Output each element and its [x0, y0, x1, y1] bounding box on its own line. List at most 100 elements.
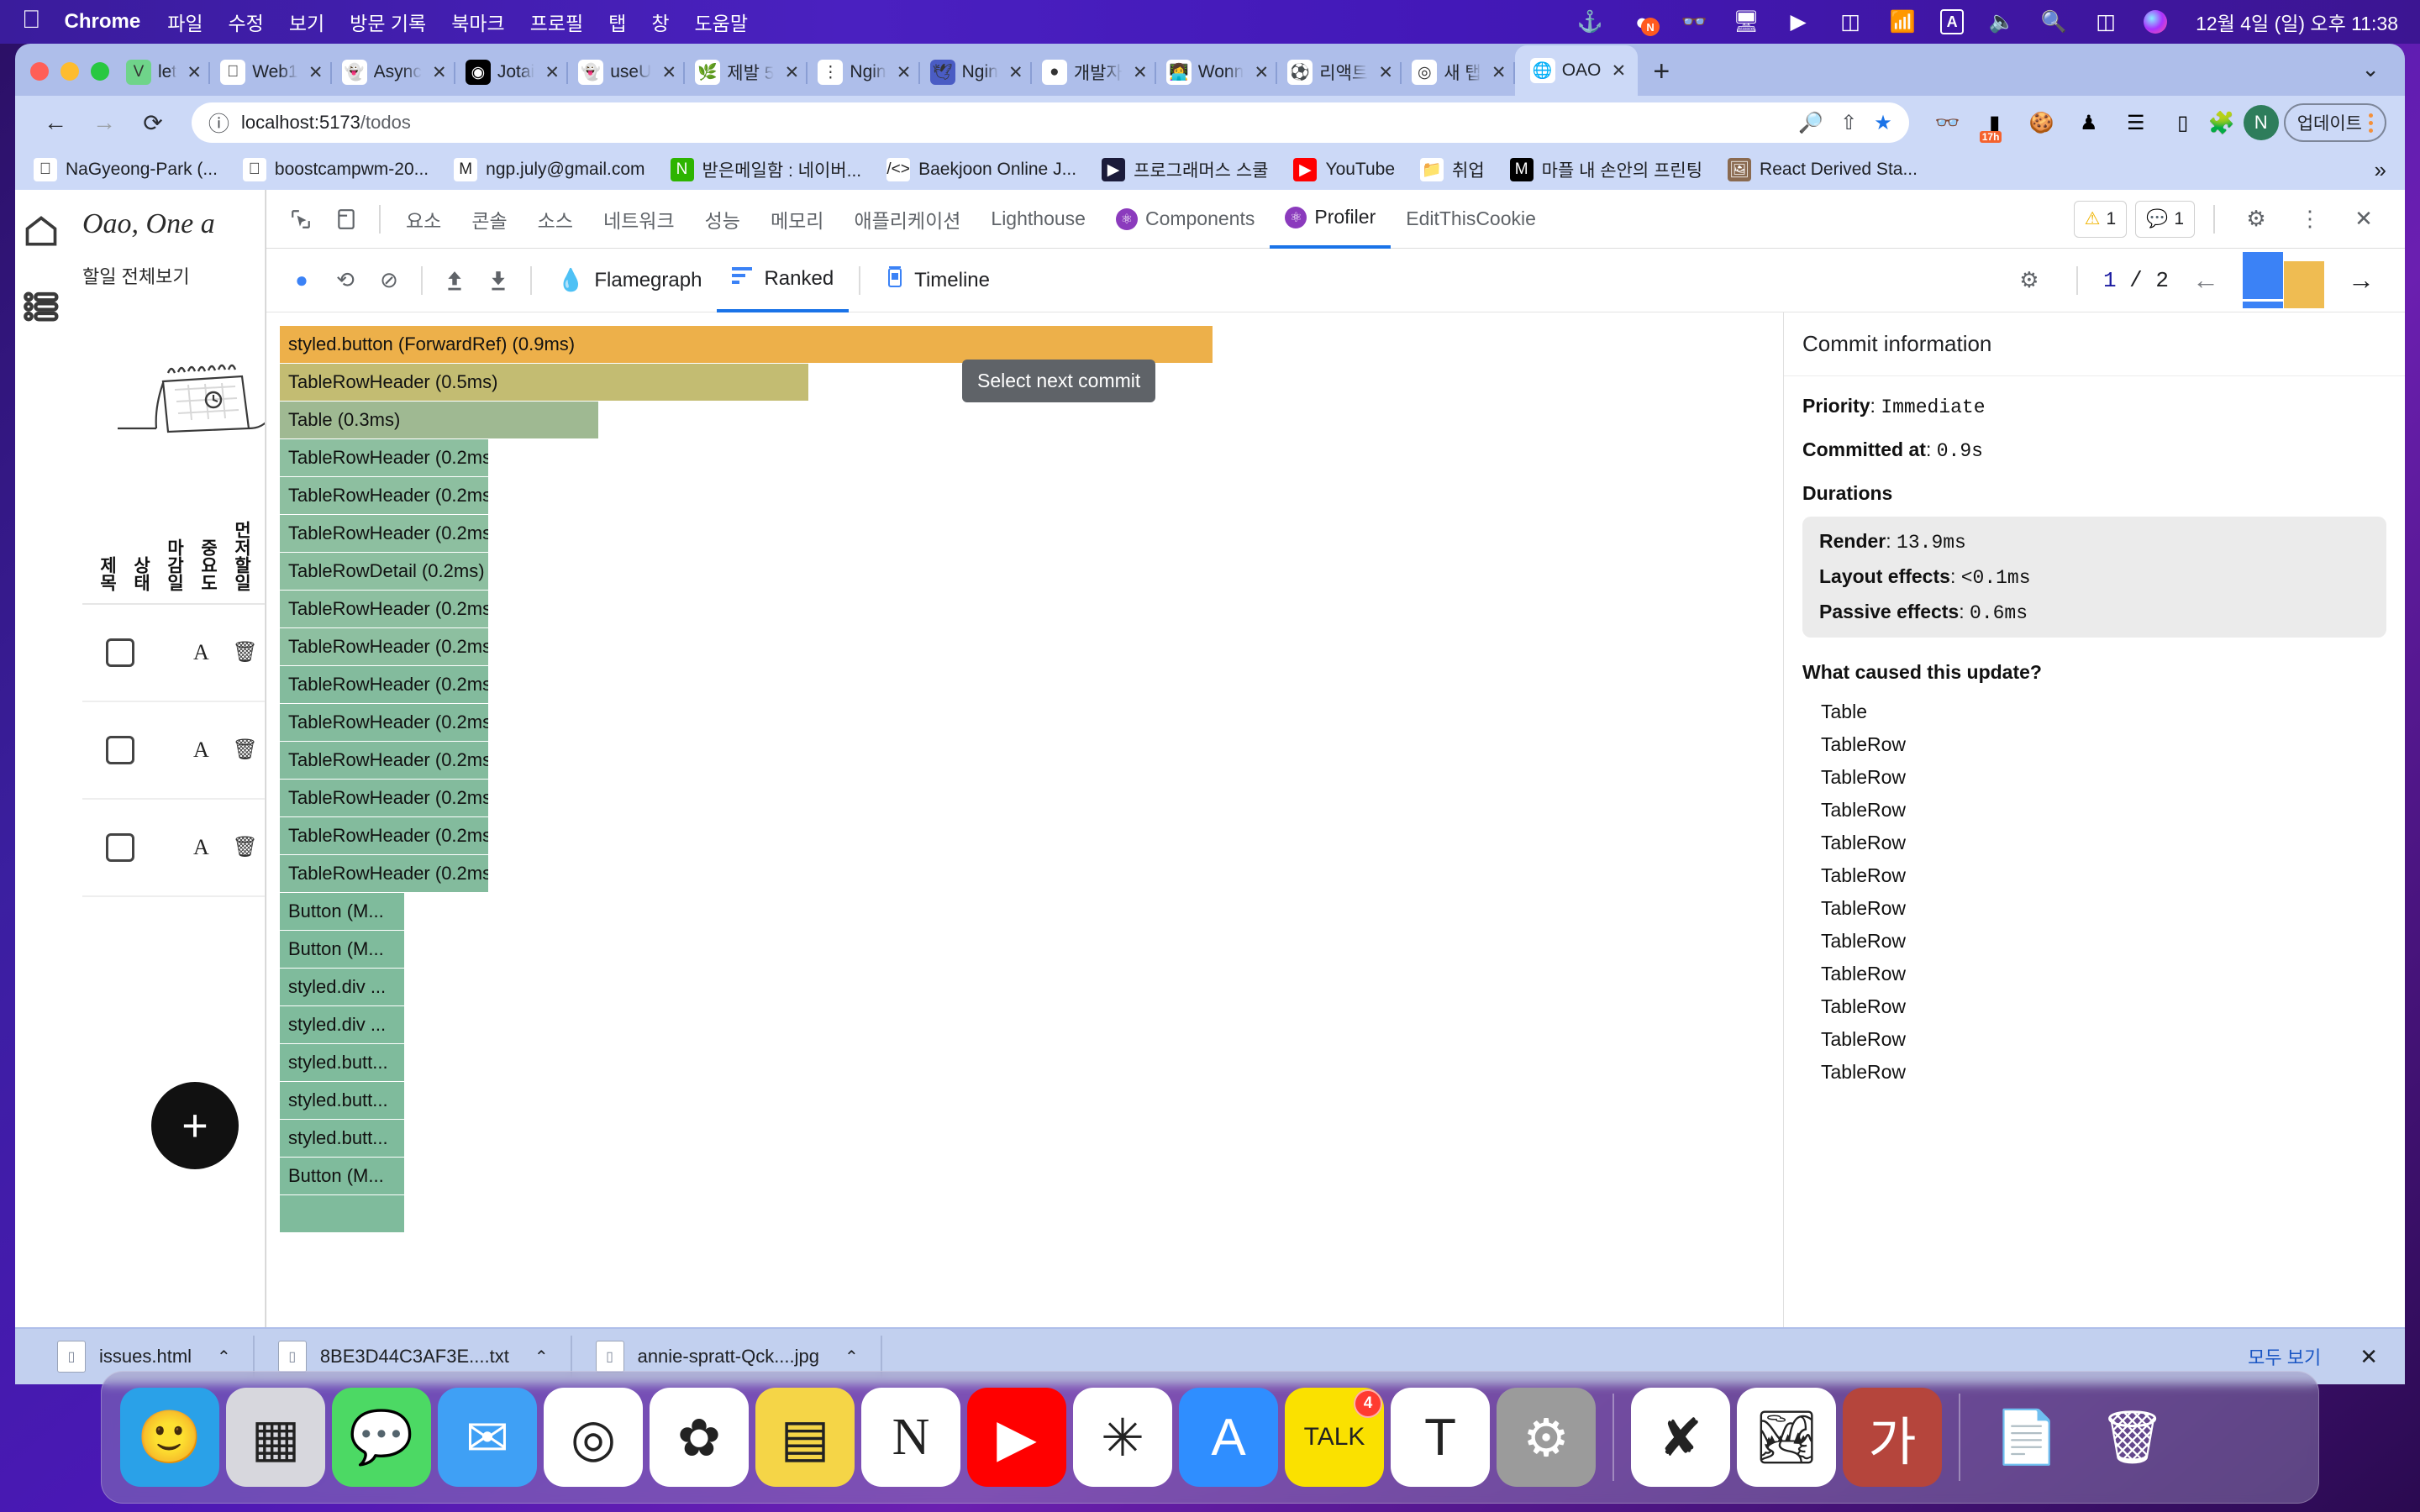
- show-all-downloads-button[interactable]: 모두 보기: [2248, 1347, 2322, 1368]
- bookmark-3[interactable]: N 받은메일함 : 네이버...: [670, 157, 861, 182]
- commit-snapshot-bars[interactable]: [2243, 252, 2324, 308]
- ranked-bar-7[interactable]: TableRowHeader (0.2ms): [280, 591, 488, 627]
- gear-icon[interactable]: ⚙: [2019, 267, 2039, 292]
- tab-application[interactable]: 애플리케이션: [854, 209, 961, 232]
- upload-icon[interactable]: [433, 259, 476, 302]
- gear-icon[interactable]: ⚙: [2246, 206, 2266, 231]
- ranked-bar-20[interactable]: styled.butt...: [280, 1082, 404, 1119]
- view-timeline[interactable]: Timeline: [871, 249, 1005, 312]
- cause-item[interactable]: TableRow: [1821, 766, 1906, 788]
- ranked-bar-8[interactable]: TableRowHeader (0.2ms): [280, 628, 488, 665]
- tab-close-icon[interactable]: ✕: [896, 62, 912, 82]
- cause-item[interactable]: TableRow: [1821, 963, 1906, 984]
- menu-item-history[interactable]: 방문 기록: [330, 13, 426, 34]
- cause-item[interactable]: TableRow: [1821, 733, 1906, 755]
- tab-components[interactable]: ⚛ Components: [1101, 190, 1270, 249]
- tab-network[interactable]: 네트워크: [602, 209, 675, 232]
- tab-close-icon[interactable]: ✕: [1378, 62, 1394, 82]
- warnings-badge[interactable]: ⚠ 1: [2073, 200, 2128, 238]
- glasses-icon[interactable]: 👓: [1681, 9, 1707, 34]
- update-button[interactable]: 업데이트: [2283, 103, 2386, 142]
- browser-tab-1[interactable]:  Web1 ✕: [210, 49, 332, 96]
- ranked-bar-9[interactable]: TableRowHeader (0.2ms): [280, 666, 488, 703]
- list-icon[interactable]: [23, 290, 60, 328]
- browser-tab-10[interactable]: ⚽ 리액트 ✕: [1277, 49, 1402, 96]
- browser-tab-4[interactable]: 👻 useU ✕: [568, 49, 686, 96]
- ranked-bar-17[interactable]: styled.div ...: [280, 969, 404, 1005]
- table-row[interactable]: A 🗑: [82, 605, 265, 702]
- tab-profiler[interactable]: ⚛ Profiler: [1270, 190, 1392, 249]
- inspect-element-icon[interactable]: [278, 197, 324, 242]
- row-checkbox[interactable]: [106, 832, 134, 862]
- table-row[interactable]: A 🗑: [82, 702, 265, 800]
- dock-app-chrome[interactable]: ◎: [544, 1388, 643, 1487]
- bookmark-1[interactable]:  boostcampwm-20...: [242, 158, 429, 181]
- view-ranked[interactable]: Ranked: [717, 249, 850, 312]
- tab-close-icon[interactable]: ✕: [784, 62, 800, 82]
- download-menu-chevron-icon[interactable]: ⌃: [217, 1347, 231, 1367]
- ranked-bar-18[interactable]: styled.div ...: [280, 1006, 404, 1043]
- forward-button[interactable]: →: [92, 109, 116, 135]
- browser-tab-11[interactable]: ◎ 새 탭 ✕: [1402, 49, 1515, 96]
- menu-item-help[interactable]: 도움말: [676, 13, 748, 34]
- tab-console[interactable]: 콘솔: [471, 209, 508, 232]
- wifi-icon[interactable]: 📶: [1889, 9, 1916, 34]
- glasses-extension[interactable]: 👓: [1931, 106, 1965, 139]
- menu-item-window[interactable]: 창: [651, 8, 669, 36]
- trash-icon[interactable]: 🗑: [232, 641, 258, 664]
- close-downloads-bar-button[interactable]: ✕: [2360, 1343, 2378, 1369]
- bookmark-6[interactable]: ▶ YouTube: [1293, 158, 1395, 181]
- menu-item-file[interactable]: 파일: [148, 13, 203, 34]
- messages-badge[interactable]: 💬 1: [2135, 200, 2195, 238]
- tab-close-icon[interactable]: ✕: [308, 62, 324, 82]
- play-circle-icon[interactable]: ▶︎: [1790, 9, 1807, 34]
- reading-list-extension[interactable]: ☰: [2119, 106, 2153, 139]
- download-item-2[interactable]: ▯ annie-spratt-Qck....jpg ⌃: [572, 1329, 882, 1384]
- ranked-bar-19[interactable]: styled.butt...: [280, 1044, 404, 1081]
- menu-app-name[interactable]: Chrome: [45, 10, 141, 33]
- dock-app-slack[interactable]: ✳: [1073, 1388, 1172, 1487]
- trash-icon[interactable]: 🗑: [232, 738, 258, 762]
- apple-logo-icon[interactable]: : [22, 8, 41, 33]
- cause-item[interactable]: TableRow: [1821, 1028, 1906, 1050]
- dock-app-messages[interactable]: 💬: [332, 1388, 431, 1487]
- close-window-button[interactable]: [30, 62, 49, 81]
- bookmark-9[interactable]: 🖼 React Derived Sta...: [1728, 158, 1918, 181]
- input-source-icon[interactable]: A: [1940, 9, 1965, 34]
- ranked-bar-23[interactable]: [280, 1195, 404, 1232]
- commit-snapshot-2[interactable]: [2284, 261, 2324, 308]
- download-item-1[interactable]: ▯ 8BE3D44C3AF3E....txt ⌃: [255, 1329, 572, 1384]
- ranked-bar-22[interactable]: Button (M...: [280, 1158, 404, 1194]
- bookmark-star-icon[interactable]: ★: [1874, 111, 1892, 134]
- dock-app-notion[interactable]: N: [861, 1388, 960, 1487]
- menu-item-edit[interactable]: 수정: [209, 13, 264, 34]
- cause-item[interactable]: Table: [1821, 701, 1867, 722]
- tab-sources[interactable]: 소스: [537, 209, 573, 232]
- reload-icon[interactable]: ⟲: [336, 267, 355, 292]
- tab-search-chevron-down-icon[interactable]: ⌄: [2361, 56, 2380, 81]
- info-circle-icon[interactable]: ⓘ: [208, 113, 230, 136]
- tab-memory[interactable]: 메모리: [770, 209, 824, 232]
- cause-item[interactable]: TableRow: [1821, 930, 1906, 952]
- menu-bar-clock[interactable]: 12월 4일 (일) 오후 11:38: [2196, 13, 2398, 34]
- ranked-bar-2[interactable]: Table (0.3ms): [280, 402, 598, 438]
- previous-commit-button[interactable]: ←: [2192, 265, 2219, 295]
- ranked-bar-15[interactable]: Button (M...: [280, 893, 404, 930]
- browser-tab-3[interactable]: ◉ Jotai ✕: [455, 49, 569, 96]
- ranked-bar-16[interactable]: Button (M...: [280, 931, 404, 968]
- ranked-bar-11[interactable]: TableRowHeader (0.2ms): [280, 742, 488, 779]
- view-flamegraph[interactable]: 💧 Flamegraph: [542, 249, 717, 312]
- search-icon[interactable]: 🔍: [2040, 9, 2067, 34]
- tab-close-icon[interactable]: ✕: [661, 62, 677, 82]
- menu-item-profile[interactable]: 프로필: [511, 13, 583, 34]
- kebab-menu-icon[interactable]: ⋮: [2299, 206, 2321, 231]
- ranked-bar-1[interactable]: TableRowHeader (0.5ms): [280, 364, 808, 401]
- browser-tab-9[interactable]: 👩‍💻 Wonn ✕: [1156, 49, 1278, 96]
- cause-item[interactable]: TableRow: [1821, 1061, 1906, 1083]
- bookmarks-overflow-button[interactable]: »: [2374, 156, 2386, 182]
- tab-close-icon[interactable]: ✕: [1491, 62, 1507, 82]
- ranked-bar-6[interactable]: TableRowDetail (0.2ms): [280, 553, 488, 590]
- download-item-0[interactable]: ▯ issues.html ⌃: [34, 1329, 255, 1384]
- browser-tab-2[interactable]: 👻 Async ✕: [332, 49, 455, 96]
